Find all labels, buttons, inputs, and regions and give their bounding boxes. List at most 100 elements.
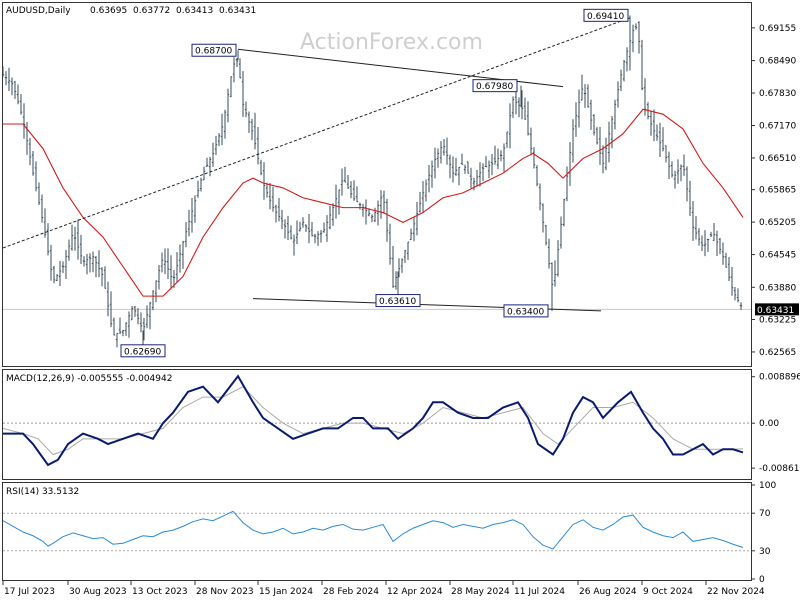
price-y-tick-label: 0.69155 — [759, 24, 796, 34]
ohlc-bar — [541, 203, 545, 233]
watermark: ActionForex.com — [300, 30, 483, 55]
price-y-tick-label: 0.63880 — [759, 283, 796, 293]
ohlc-bar — [547, 238, 551, 269]
ohlc-bar — [244, 101, 248, 118]
ohlc-bar — [481, 163, 485, 182]
ohlc-bar — [493, 145, 497, 165]
ohlc-bar — [514, 88, 518, 115]
ohlc-bar — [610, 116, 614, 149]
ohlc-high: 0.63772 — [133, 6, 170, 16]
moving-average-line — [3, 108, 744, 297]
ohlc-bar — [34, 161, 38, 192]
ohlc-bar — [259, 159, 263, 176]
annotation-label: 0.69410 — [583, 8, 629, 22]
ohlc-bar — [505, 131, 509, 148]
ohlc-bar — [631, 24, 635, 53]
x-tick-label: 9 Oct 2024 — [643, 587, 693, 597]
ohlc-bar — [619, 69, 623, 92]
ohlc-bar — [280, 210, 284, 230]
ohlc-bar — [43, 208, 47, 238]
ohlc-bar — [115, 333, 119, 348]
ohlc-bar — [388, 223, 392, 265]
ohlc-bar — [355, 186, 359, 203]
ohlc-bar — [7, 67, 11, 92]
ohlc-bar — [454, 157, 458, 176]
ohlc-bar — [97, 250, 101, 278]
annotation-label: 0.63400 — [503, 304, 549, 318]
ohlc-bar — [649, 110, 653, 136]
ohlc-bar — [61, 261, 65, 274]
ohlc-bar — [565, 166, 569, 202]
ohlc-bar — [94, 256, 98, 278]
ohlc-bar — [304, 224, 308, 232]
ohlc-bar — [295, 220, 299, 244]
ohlc-bar — [472, 177, 476, 191]
ohlc-bar — [715, 230, 719, 257]
ohlc-bar — [82, 256, 86, 267]
annotation-label: 0.68700 — [191, 43, 237, 57]
ohlc-bar — [160, 252, 164, 273]
ohlc-bar — [424, 179, 428, 202]
ohlc-bar — [106, 281, 110, 317]
ohlc-bar — [139, 312, 143, 333]
ohlc-bar — [214, 135, 218, 155]
ohlc-bar — [436, 148, 440, 168]
ohlc-bar — [73, 226, 77, 251]
ohlc-bar — [325, 215, 329, 242]
ohlc-bar — [463, 164, 467, 174]
ohlc-bar — [598, 127, 602, 165]
ohlc-bar — [169, 255, 173, 290]
ohlc-bar — [529, 127, 533, 155]
ohlc-bar — [394, 271, 398, 290]
ohlc-bar — [733, 287, 737, 301]
ohlc-bar — [379, 190, 383, 219]
ohlc-bar — [553, 260, 557, 287]
macd-title: MACD(12,26,9) -0.005555 -0.004942 — [6, 374, 172, 384]
ohlc-bar — [613, 99, 617, 130]
trendline-2 — [2, 17, 631, 249]
price-y-tick-label: 0.68490 — [759, 57, 796, 67]
ohlc-bar — [178, 244, 182, 273]
macd-line — [3, 374, 744, 467]
ohlc-bar — [469, 167, 473, 189]
ohlc-bar — [589, 99, 593, 130]
ohlc-bar — [727, 256, 731, 281]
ohlc-open: 0.63695 — [90, 6, 127, 16]
annotation-box — [375, 294, 421, 308]
annotation-text: 0.63610 — [379, 297, 416, 307]
ohlc-bar — [544, 224, 548, 246]
price-y-tick-label: 0.67170 — [759, 121, 796, 131]
rsi-panel — [2, 482, 752, 581]
ohlc-bar — [526, 101, 530, 136]
ohlc-bar — [4, 71, 8, 86]
rsi-title: RSI(14) 33.5132 — [6, 487, 79, 497]
ohlc-bar — [568, 142, 572, 186]
ohlc-bar — [310, 222, 314, 237]
ohlc-bar — [502, 143, 506, 172]
ohlc-bar — [352, 180, 356, 201]
x-tick-label: 11 Jul 2024 — [514, 587, 565, 597]
ohlc-bar — [595, 127, 599, 145]
x-tick-label: 28 May 2024 — [451, 587, 510, 597]
ohlc-bar — [229, 76, 233, 98]
ohlc-bar — [739, 302, 743, 310]
ohlc-bar — [67, 239, 71, 261]
ohlc-bar — [124, 322, 128, 336]
ohlc-bar — [574, 102, 578, 137]
ohlc-bar — [415, 201, 419, 236]
ohlc-bar — [724, 252, 728, 268]
ohlc-bar — [145, 305, 149, 329]
ohlc-bar — [433, 147, 437, 179]
x-tick-label: 17 Jul 2023 — [4, 587, 55, 597]
ohlc-bar — [688, 180, 692, 217]
ohlc-bar — [349, 181, 353, 199]
ohlc-bar — [271, 186, 275, 212]
ohlc-bar — [154, 280, 158, 303]
ohlc-bar — [142, 318, 146, 341]
ohlc-bar — [1, 66, 5, 77]
ohlc-bar — [685, 166, 689, 202]
ohlc-bar — [175, 252, 179, 283]
ohlc-bar — [226, 88, 230, 123]
